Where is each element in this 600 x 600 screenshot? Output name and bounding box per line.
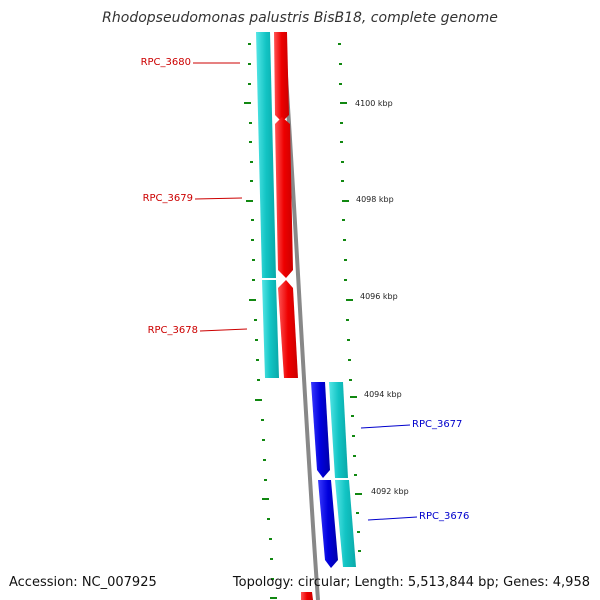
tick bbox=[248, 43, 251, 45]
tick bbox=[254, 319, 257, 321]
tick bbox=[264, 479, 267, 481]
gene-label-text: RPC_3679 bbox=[143, 193, 193, 204]
tick bbox=[262, 439, 265, 441]
tick bbox=[251, 219, 254, 221]
tick bbox=[269, 538, 272, 540]
gene-label-text: RPC_3676 bbox=[419, 511, 469, 522]
scale-label-4100: 4100 kbp bbox=[355, 99, 393, 108]
tick bbox=[249, 299, 256, 301]
tick bbox=[250, 180, 253, 182]
tick bbox=[340, 102, 347, 104]
cds-block bbox=[262, 280, 279, 378]
tick bbox=[255, 339, 258, 341]
scale-label-4092: 4092 kbp bbox=[371, 487, 409, 496]
cds-block bbox=[329, 382, 348, 478]
cds-ring-upper bbox=[256, 32, 279, 378]
tick bbox=[262, 498, 269, 500]
tick bbox=[257, 379, 260, 381]
tick bbox=[252, 259, 255, 261]
tick bbox=[355, 493, 362, 495]
outer-tick-ring bbox=[338, 43, 362, 552]
tick bbox=[341, 180, 344, 182]
tick bbox=[342, 219, 345, 221]
gene-label-text: RPC_3678 bbox=[148, 325, 198, 336]
tick bbox=[249, 122, 252, 124]
tick bbox=[356, 512, 359, 514]
tick bbox=[358, 550, 361, 552]
gene-label-rpc-3679[interactable]: RPC_3679 bbox=[143, 193, 243, 204]
tick bbox=[342, 200, 349, 202]
tick bbox=[341, 161, 344, 163]
tick bbox=[354, 474, 357, 476]
gene-label-text: RPC_3680 bbox=[141, 57, 191, 68]
tick bbox=[340, 122, 343, 124]
tick bbox=[267, 518, 270, 520]
scale-label-4098: 4098 kbp bbox=[356, 195, 394, 204]
gene-label-rpc-3678[interactable]: RPC_3678 bbox=[148, 325, 248, 336]
tick bbox=[252, 279, 255, 281]
gene-label-rpc-3680[interactable]: RPC_3680 bbox=[141, 57, 240, 68]
tick bbox=[340, 141, 343, 143]
forward-strand-genes bbox=[274, 32, 298, 378]
tick bbox=[271, 578, 274, 580]
tick bbox=[347, 339, 350, 341]
tick bbox=[353, 455, 356, 457]
tick bbox=[249, 141, 252, 143]
scale-label-4094: 4094 kbp bbox=[364, 390, 402, 399]
tick bbox=[251, 239, 254, 241]
leader-line bbox=[199, 328, 248, 332]
tick bbox=[350, 396, 357, 398]
tick bbox=[349, 379, 352, 381]
accession-text: Accession: NC_007925 bbox=[9, 575, 157, 590]
leader-line bbox=[194, 197, 243, 200]
partial-gene-arrow bbox=[301, 592, 313, 600]
gene-rpc-3677-arrow[interactable] bbox=[311, 382, 330, 478]
gene-label-rpc-3677[interactable]: RPC_3677 bbox=[360, 419, 462, 430]
gene-rpc-3679-arrow[interactable] bbox=[275, 117, 293, 278]
tick bbox=[357, 531, 360, 533]
leader-line bbox=[367, 516, 418, 521]
tick bbox=[248, 63, 251, 65]
gene-rpc-3678-arrow[interactable] bbox=[278, 280, 298, 378]
cds-ring-lower bbox=[329, 382, 356, 567]
tick bbox=[352, 435, 355, 437]
tick bbox=[348, 359, 351, 361]
tick bbox=[256, 359, 259, 361]
tick bbox=[338, 43, 341, 45]
tick bbox=[246, 200, 253, 202]
cds-block bbox=[335, 480, 356, 567]
tick bbox=[346, 299, 353, 301]
tick bbox=[263, 459, 266, 461]
gene-rpc-3676-arrow[interactable] bbox=[318, 480, 338, 568]
tick bbox=[344, 259, 347, 261]
tick bbox=[339, 63, 342, 65]
tick bbox=[248, 83, 251, 85]
tick bbox=[343, 239, 346, 241]
tick bbox=[344, 279, 347, 281]
cds-block bbox=[256, 32, 276, 278]
gene-label-rpc-3676[interactable]: RPC_3676 bbox=[367, 511, 469, 522]
tick bbox=[261, 419, 264, 421]
map-title: Rhodopseudomonas palustris BisB18, compl… bbox=[102, 10, 498, 26]
topology-text: Topology: circular; Length: 5,513,844 bp… bbox=[232, 575, 590, 590]
tick bbox=[339, 83, 342, 85]
tick bbox=[351, 415, 354, 417]
reverse-strand-genes bbox=[311, 382, 338, 568]
leader-line bbox=[360, 424, 411, 429]
scale-label-4096: 4096 kbp bbox=[360, 292, 398, 301]
tick bbox=[255, 399, 262, 401]
tick bbox=[346, 319, 349, 321]
tick bbox=[270, 558, 273, 560]
tick bbox=[244, 102, 251, 104]
gene-rpc-3680-arrow[interactable] bbox=[274, 32, 289, 122]
gene-label-text: RPC_3677 bbox=[412, 419, 462, 430]
tick bbox=[270, 597, 277, 599]
inner-tick-ring bbox=[244, 43, 277, 599]
tick bbox=[250, 161, 253, 163]
